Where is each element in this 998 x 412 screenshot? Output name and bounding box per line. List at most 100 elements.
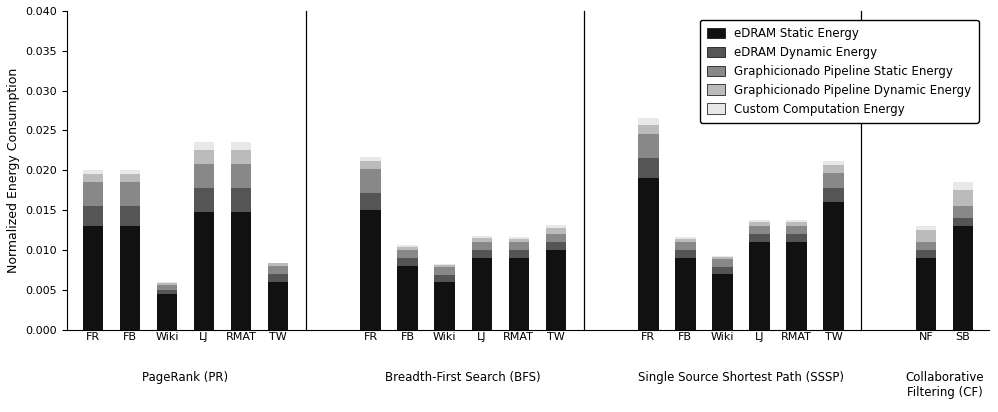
Bar <box>471 258 492 330</box>
Bar <box>953 190 973 206</box>
Bar <box>916 230 936 242</box>
Bar <box>194 188 215 212</box>
Bar <box>546 242 566 250</box>
Bar <box>916 226 936 230</box>
Bar <box>83 170 103 174</box>
Bar <box>546 234 566 242</box>
Text: PageRank (PR): PageRank (PR) <box>143 371 229 384</box>
Bar <box>509 239 529 242</box>
Bar <box>231 142 251 150</box>
Bar <box>434 276 455 282</box>
Bar <box>916 250 936 258</box>
Bar <box>953 226 973 330</box>
Bar <box>638 119 659 125</box>
Bar <box>713 257 733 260</box>
Bar <box>786 226 806 234</box>
Bar <box>786 234 806 242</box>
Bar <box>953 182 973 190</box>
Bar <box>471 242 492 250</box>
Bar <box>713 267 733 274</box>
Bar <box>157 285 177 290</box>
Bar <box>749 234 769 242</box>
Bar <box>360 161 381 169</box>
Bar <box>749 222 769 226</box>
Bar <box>823 161 843 166</box>
Text: Breadth-First Search (BFS): Breadth-First Search (BFS) <box>385 371 541 384</box>
Bar <box>786 220 806 222</box>
Bar <box>434 265 455 267</box>
Bar <box>953 206 973 218</box>
Bar <box>676 242 696 250</box>
Legend: eDRAM Static Energy, eDRAM Dynamic Energy, Graphicionado Pipeline Static Energy,: eDRAM Static Energy, eDRAM Dynamic Energ… <box>700 20 978 123</box>
Bar <box>194 212 215 330</box>
Bar <box>267 274 288 282</box>
Bar <box>83 182 103 206</box>
Bar <box>120 174 140 182</box>
Bar <box>823 188 843 202</box>
Bar <box>786 222 806 226</box>
Bar <box>676 258 696 330</box>
Bar <box>157 282 177 283</box>
Bar <box>360 210 381 330</box>
Bar <box>434 267 455 276</box>
Bar <box>638 158 659 178</box>
Bar <box>157 283 177 285</box>
Bar <box>471 236 492 238</box>
Bar <box>434 264 455 265</box>
Bar <box>749 226 769 234</box>
Bar <box>157 290 177 294</box>
Bar <box>231 188 251 212</box>
Bar <box>676 250 696 258</box>
Bar <box>546 225 566 228</box>
Bar <box>509 242 529 250</box>
Bar <box>546 250 566 330</box>
Bar <box>267 266 288 274</box>
Bar <box>638 178 659 330</box>
Bar <box>397 250 418 258</box>
Bar <box>749 220 769 222</box>
Bar <box>546 228 566 234</box>
Bar <box>397 258 418 266</box>
Bar <box>360 192 381 210</box>
Bar <box>231 164 251 188</box>
Bar <box>120 206 140 226</box>
Bar <box>231 150 251 164</box>
Bar <box>194 142 215 150</box>
Bar <box>360 157 381 161</box>
Bar <box>267 282 288 330</box>
Bar <box>360 169 381 192</box>
Bar <box>916 242 936 250</box>
Bar <box>231 212 251 330</box>
Bar <box>194 150 215 164</box>
Bar <box>83 206 103 226</box>
Bar <box>397 245 418 247</box>
Bar <box>83 174 103 182</box>
Bar <box>397 266 418 330</box>
Bar <box>786 242 806 330</box>
Bar <box>194 164 215 188</box>
Bar <box>676 237 696 239</box>
Bar <box>823 202 843 330</box>
Bar <box>823 173 843 188</box>
Bar <box>509 250 529 258</box>
Bar <box>823 166 843 173</box>
Bar <box>509 237 529 239</box>
Bar <box>953 218 973 226</box>
Bar <box>83 226 103 330</box>
Bar <box>713 260 733 267</box>
Bar <box>713 256 733 257</box>
Bar <box>120 170 140 174</box>
Y-axis label: Normalized Energy Consumption: Normalized Energy Consumption <box>7 68 20 273</box>
Bar <box>157 294 177 330</box>
Bar <box>638 134 659 158</box>
Bar <box>916 258 936 330</box>
Bar <box>749 242 769 330</box>
Bar <box>713 274 733 330</box>
Bar <box>120 182 140 206</box>
Bar <box>267 263 288 264</box>
Bar <box>397 247 418 250</box>
Bar <box>120 226 140 330</box>
Text: Collaborative
Filtering (CF): Collaborative Filtering (CF) <box>905 371 984 399</box>
Bar <box>638 125 659 134</box>
Bar <box>509 258 529 330</box>
